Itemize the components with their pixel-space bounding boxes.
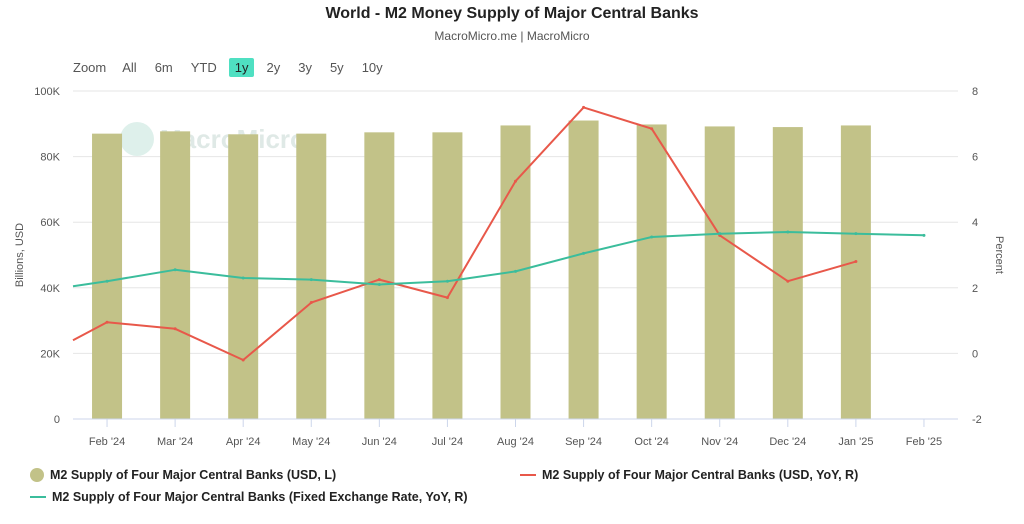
usd-yoy-point <box>650 127 654 131</box>
y-right-tick-label: 6 <box>972 152 978 164</box>
bar <box>636 124 667 420</box>
bar <box>704 126 735 419</box>
usd-yoy-point <box>514 179 517 183</box>
chart-title: World - M2 Money Supply of Major Central… <box>325 5 699 22</box>
zoom-label: Zoom <box>73 60 107 75</box>
legend-item-fixed-fx-yoy[interactable]: M2 Supply of Four Major Central Banks (F… <box>30 490 468 504</box>
legend-item-usd-level[interactable]: M2 Supply of Four Major Central Banks (U… <box>30 468 336 482</box>
zoom-ytd-button[interactable]: YTD <box>190 60 217 75</box>
y-right-axis-title: Percent <box>993 236 1005 274</box>
x-tick-label: Nov '24 <box>701 436 738 448</box>
y-right-tick-label: 2 <box>972 283 978 295</box>
fixed-fx-yoy-line <box>72 231 925 288</box>
zoom-1y-button[interactable]: 1y <box>228 58 255 77</box>
legend-swatch-teal <box>30 496 46 498</box>
x-tick-label: Aug '24 <box>497 436 534 448</box>
bar <box>296 133 327 419</box>
x-tick-label: Mar '24 <box>157 436 193 448</box>
legend-swatch-bar <box>30 468 44 482</box>
bar <box>432 132 463 419</box>
fixed-fx-yoy-point <box>173 268 177 272</box>
usd-yoy-point <box>173 327 177 331</box>
x-tick-label: Dec '24 <box>769 436 806 448</box>
watermark-logo: MacroMicro <box>120 122 306 156</box>
usd-yoy-point <box>786 279 790 283</box>
fixed-fx-yoy-point <box>309 278 313 282</box>
legend-item-usd-yoy[interactable]: M2 Supply of Four Major Central Banks (U… <box>520 468 858 482</box>
y-left-tick-label: 0 <box>54 414 60 426</box>
zoom-2y-button[interactable]: 2y <box>266 60 281 75</box>
y-left-axis-title: Billions, USD <box>14 223 26 287</box>
legend-label: M2 Supply of Four Major Central Banks (U… <box>542 468 859 482</box>
zoom-3y-button[interactable]: 3y <box>298 60 312 75</box>
x-tick-label: Feb '24 <box>89 436 125 448</box>
fixed-fx-yoy-point <box>445 279 449 283</box>
usd-yoy-point <box>105 320 109 324</box>
x-tick-label: Apr '24 <box>226 436 261 448</box>
fixed-fx-yoy-point <box>377 283 381 287</box>
y-left-tick-label: 60K <box>40 217 60 229</box>
legend-label: M2 Supply of Four Major Central Banks (F… <box>52 490 468 504</box>
y-right-tick-label: -2 <box>972 414 982 426</box>
x-tick-label: Jul '24 <box>432 436 463 448</box>
y-right-tick-label: 4 <box>972 217 978 229</box>
usd-yoy-point <box>377 278 381 282</box>
usd-yoy-point <box>309 301 313 305</box>
fixed-fx-yoy-point <box>582 251 586 255</box>
bar <box>568 120 599 420</box>
x-tick-label: Feb '25 <box>906 436 942 448</box>
y-left-tick-label: 80K <box>40 152 60 164</box>
y-left-tick-label: 40K <box>40 283 60 295</box>
chart-plot: MacroMicro 0 20K 40K 60K 80K 100K -2 0 2 4 6 8 Feb '… <box>14 86 1005 448</box>
zoom-6m-button[interactable]: 6m <box>154 60 173 75</box>
fixed-fx-yoy-point <box>854 232 858 236</box>
bar <box>92 133 123 419</box>
fixed-fx-yoy-point <box>105 279 109 283</box>
bar <box>364 132 395 419</box>
bar <box>160 131 191 419</box>
fixed-fx-yoy-point <box>514 269 517 273</box>
chart-subtitle: MacroMicro.me | MacroMicro <box>434 29 590 43</box>
zoom-5y-button[interactable]: 5y <box>329 60 344 75</box>
fixed-fx-yoy-point <box>718 232 722 236</box>
legend-label: M2 Supply of Four Major Central Banks (U… <box>50 468 337 482</box>
usd-yoy-point <box>445 296 449 300</box>
fixed-fx-yoy-point <box>786 230 790 234</box>
legend-swatch-red <box>520 474 536 476</box>
x-tick-label: Jan '25 <box>838 436 873 448</box>
usd-yoy-point <box>582 105 586 109</box>
usd-yoy-point <box>854 260 858 264</box>
bar <box>772 127 803 419</box>
fixed-fx-yoy-point <box>241 276 245 280</box>
zoom-toolbar: Zoom All 6m YTD 1y 2y 3y 5y 10y <box>73 58 395 77</box>
zoom-10y-button[interactable]: 10y <box>361 60 383 75</box>
x-tick-label: May '24 <box>292 436 330 448</box>
x-tick-label: Sep '24 <box>565 436 602 448</box>
zoom-all-button[interactable]: All <box>122 60 137 75</box>
y-left-tick-label: 100K <box>34 86 60 98</box>
y-right-tick-label: 0 <box>972 348 978 360</box>
bar <box>840 125 871 419</box>
watermark-icon <box>120 122 154 156</box>
fixed-fx-yoy-point <box>650 235 654 239</box>
fixed-fx-yoy-point <box>922 233 926 237</box>
usd-yoy-point <box>241 358 245 362</box>
y-right-tick-label: 8 <box>972 86 978 98</box>
x-tick-label: Oct '24 <box>634 436 669 448</box>
x-tick-label: Jun '24 <box>362 436 397 448</box>
y-left-tick-label: 20K <box>40 348 60 360</box>
